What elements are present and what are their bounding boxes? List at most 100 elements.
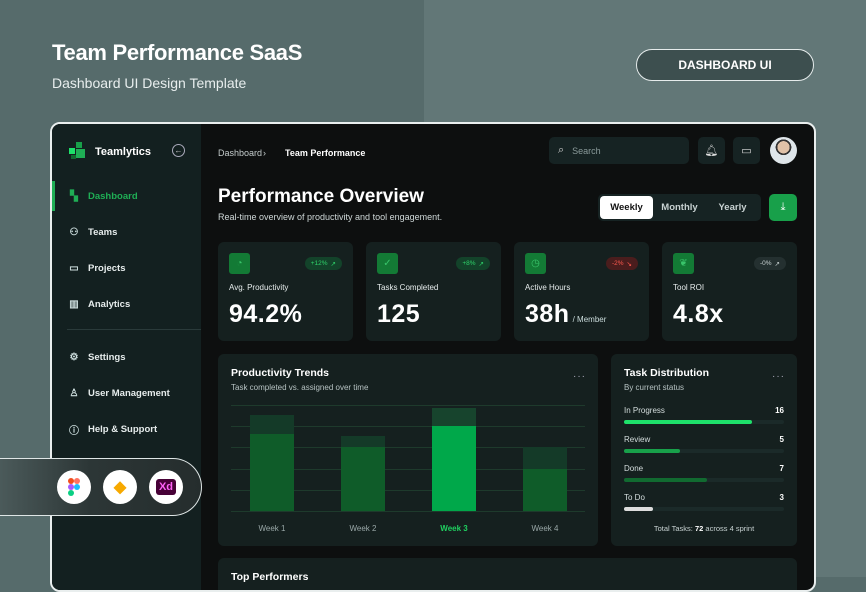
task-progress-track bbox=[624, 478, 784, 482]
download-icon: ⤓ bbox=[780, 201, 786, 213]
search-icon: ⌕ bbox=[558, 144, 565, 156]
chart-title: Productivity Trends bbox=[231, 367, 330, 379]
bar-completed[interactable] bbox=[523, 468, 567, 511]
sidebar-item-label: Projects bbox=[88, 262, 126, 274]
user-icon: ♙ bbox=[69, 387, 79, 399]
task-count: 7 bbox=[779, 464, 784, 473]
xd-icon: Xd bbox=[149, 470, 183, 504]
task-count: 16 bbox=[775, 406, 784, 415]
notifications-button[interactable]: 🔔︎ bbox=[698, 137, 725, 164]
task-distribution-card: Task Distribution By current status ··· … bbox=[611, 354, 797, 546]
app-window: Teamlytics ← ▚ Dashboard ⚇ Teams ▭ Projects… bbox=[50, 122, 816, 592]
inbox-button[interactable]: ▭ bbox=[733, 137, 760, 164]
more-options-icon[interactable]: ··· bbox=[772, 371, 785, 382]
bar-chart-icon: ▥ bbox=[69, 298, 79, 310]
total-suffix: across 4 sprint bbox=[703, 524, 755, 533]
gridline bbox=[231, 468, 585, 470]
stat-number: 94.2% bbox=[229, 300, 303, 328]
trend-icon: ↗ bbox=[330, 260, 336, 268]
task-label: Review bbox=[624, 435, 651, 444]
stat-number: 4.8x bbox=[673, 300, 724, 328]
gridline bbox=[231, 447, 585, 449]
sidebar-item-label: Settings bbox=[88, 351, 126, 363]
stat-value: 38h / Member bbox=[525, 300, 606, 329]
bar-chart: Week 1 Week 2 Week 3 Week 4 bbox=[218, 354, 598, 546]
avatar[interactable] bbox=[770, 137, 797, 164]
brand-name: Teamlytics bbox=[95, 146, 152, 158]
task-count: 3 bbox=[779, 493, 784, 502]
breadcrumb-dashboard[interactable]: Dashboard bbox=[218, 148, 263, 158]
change-value: +8% bbox=[462, 260, 476, 267]
figma-icon bbox=[57, 470, 91, 504]
trend-icon: ↗ bbox=[774, 260, 780, 268]
search-placeholder: Search bbox=[572, 145, 601, 156]
tab-monthly[interactable]: Monthly bbox=[661, 202, 698, 213]
xd-label: Xd bbox=[155, 479, 177, 495]
change-badge: -2% ↘ bbox=[605, 257, 638, 270]
sketch-icon: ◆ bbox=[103, 470, 137, 504]
grid-icon: ▚ bbox=[70, 190, 78, 202]
task-subtitle: By current status bbox=[624, 383, 685, 392]
task-progress-fill bbox=[624, 478, 708, 482]
task-row: Review 5 bbox=[624, 435, 784, 455]
breadcrumb-chevron-icon: › bbox=[263, 148, 266, 158]
stat-card: ✓ +8% ↗ Tasks Completed 125 bbox=[366, 242, 501, 341]
task-label: To Do bbox=[624, 493, 645, 502]
x-tick-label: Week 4 bbox=[531, 524, 559, 533]
task-progress-fill bbox=[624, 449, 680, 453]
bar-completed[interactable] bbox=[341, 447, 385, 511]
gear-icon: ⚙ bbox=[69, 351, 79, 363]
chart-subtitle: Task completed vs. assigned over time bbox=[231, 383, 369, 392]
dashboard-ui-badge: DASHBOARD UI bbox=[636, 49, 814, 81]
task-count: 5 bbox=[779, 435, 784, 444]
stat-value: 4.8x bbox=[673, 300, 727, 329]
trend-icon: ↗ bbox=[478, 260, 484, 268]
page-subtitle: Real-time overview of productivity and t… bbox=[218, 212, 443, 222]
task-title: Task Distribution bbox=[624, 367, 709, 379]
gridline bbox=[231, 489, 585, 491]
hero-subtitle: Dashboard UI Design Template bbox=[52, 75, 247, 91]
tab-yearly[interactable]: Yearly bbox=[718, 202, 747, 213]
bar-completed[interactable] bbox=[432, 426, 476, 511]
stat-icon: ◷ bbox=[525, 253, 546, 274]
sidebar-item-help[interactable]: ⓘ Help & Support bbox=[52, 414, 201, 444]
tab-weekly[interactable]: Weekly bbox=[600, 196, 653, 219]
collapse-sidebar-icon[interactable]: ← bbox=[172, 144, 185, 157]
stat-icon: ◔ bbox=[229, 253, 250, 274]
sidebar-divider bbox=[67, 329, 201, 330]
gridline bbox=[231, 511, 585, 512]
sidebar-item-label: Teams bbox=[88, 226, 118, 238]
sidebar-item-user-management[interactable]: ♙ User Management bbox=[52, 378, 201, 408]
hero-title: Team Performance SaaS bbox=[52, 40, 303, 65]
sidebar-item-label: Help & Support bbox=[88, 423, 158, 435]
stat-card: ◷ -2% ↘ Active Hours 38h / Member bbox=[514, 242, 649, 341]
task-label: In Progress bbox=[624, 406, 665, 415]
stat-icon: ✓ bbox=[377, 253, 398, 274]
sidebar-item-projects[interactable]: ▭ Projects bbox=[52, 253, 201, 283]
task-row: To Do 3 bbox=[624, 493, 784, 513]
stat-unit: / Member bbox=[572, 315, 607, 324]
sidebar-item-dashboard[interactable]: ▚ Dashboard bbox=[52, 181, 201, 211]
stat-label: Avg. Productivity bbox=[229, 283, 289, 292]
stat-icon: ❦ bbox=[673, 253, 694, 274]
page-title: Performance Overview bbox=[218, 186, 424, 207]
change-badge: -0% ↗ bbox=[753, 257, 786, 270]
total-tasks: Total Tasks: 72 across 4 sprint bbox=[611, 524, 797, 533]
sidebar-item-settings[interactable]: ⚙ Settings bbox=[52, 342, 201, 372]
sidebar-item-analytics[interactable]: ▥ Analytics bbox=[52, 289, 201, 319]
change-badge: +8% ↗ bbox=[456, 257, 490, 270]
download-button[interactable]: ⤓ bbox=[769, 194, 797, 221]
search-input[interactable]: ⌕ Search bbox=[549, 137, 689, 164]
task-row: Done 7 bbox=[624, 464, 784, 484]
period-toggle: Weekly Monthly Yearly bbox=[598, 194, 761, 221]
bell-icon: 🔔︎ bbox=[704, 145, 719, 157]
sidebar-item-label: Dashboard bbox=[88, 190, 138, 202]
more-options-icon[interactable]: ··· bbox=[573, 371, 586, 382]
sidebar-item-label: User Management bbox=[88, 387, 170, 399]
sidebar-item-label: Analytics bbox=[88, 298, 131, 310]
stat-value: 94.2% bbox=[229, 300, 305, 329]
sidebar-item-teams[interactable]: ⚇ Teams bbox=[52, 217, 201, 247]
bar-completed[interactable] bbox=[250, 433, 294, 511]
task-progress-fill bbox=[624, 507, 653, 511]
stat-card: ❦ -0% ↗ Tool ROI 4.8x bbox=[662, 242, 797, 341]
